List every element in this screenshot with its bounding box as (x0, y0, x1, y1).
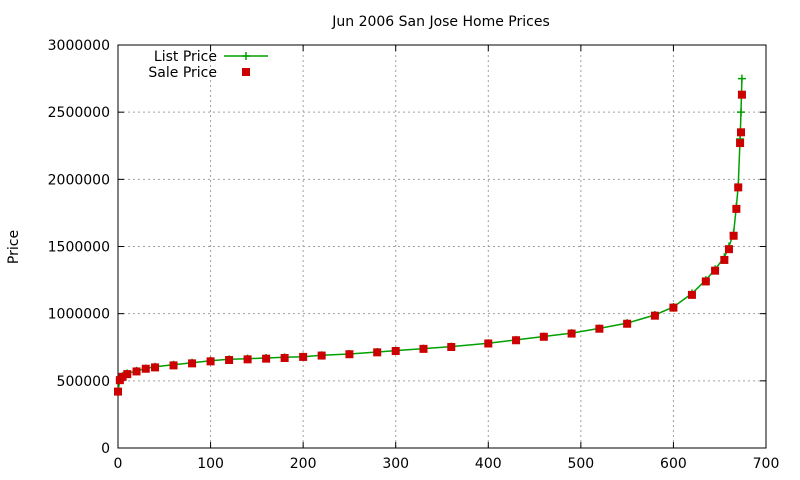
sale-price-point (447, 342, 456, 351)
sale-price-point (345, 350, 354, 359)
chart-title: Jun 2006 San Jose Home Prices (331, 14, 550, 30)
sale-price-point (373, 348, 382, 357)
x-tick-label: 600 (660, 456, 687, 472)
sale-price-point (188, 359, 197, 368)
sale-price-point (123, 370, 132, 379)
sale-price-point (650, 311, 659, 320)
sale-price-point (484, 339, 493, 348)
legend-label-sale-price: Sale Price (148, 65, 217, 81)
sale-price-point (419, 344, 428, 353)
sale-price-point (118, 372, 127, 381)
sale-price-point (225, 356, 234, 365)
sale-price-point (567, 329, 576, 338)
sale-price-point (736, 139, 745, 148)
sale-price-point (391, 347, 400, 356)
sale-price-point (701, 277, 710, 286)
sale-price-point (243, 355, 252, 364)
y-axis-label: Price (6, 230, 22, 264)
x-axis-ticks: 0 100 200 300 400 500 600 700 (114, 45, 780, 472)
x-tick-label: 700 (753, 456, 780, 472)
sale-price-point (711, 266, 720, 275)
y-tick-label: 2500000 (48, 105, 110, 121)
sale-price-point (669, 303, 678, 312)
sale-price-point (317, 351, 326, 360)
sale-price-point (262, 354, 271, 363)
y-tick-label: 0 (101, 441, 110, 457)
y-tick-label: 1500000 (48, 240, 110, 256)
sale-price-point (595, 324, 604, 333)
x-tick-label: 100 (197, 456, 224, 472)
sale-price-point (732, 204, 741, 213)
sale-price-point (299, 352, 308, 361)
legend-sample-list-price-marker (242, 52, 250, 60)
x-tick-label: 400 (475, 456, 502, 472)
y-tick-label: 500000 (57, 374, 110, 390)
sale-price-point (539, 332, 548, 341)
y-tick-label: 1000000 (48, 307, 110, 323)
sale-price-point (132, 367, 141, 376)
sale-price-point (280, 353, 289, 362)
sale-price-point (169, 361, 178, 370)
sale-price-point (737, 128, 746, 137)
legend-label-list-price: List Price (154, 49, 217, 65)
sale-price-point (720, 255, 729, 264)
data-series (114, 74, 746, 396)
y-tick-label: 2000000 (48, 172, 110, 188)
sale-price-point (737, 90, 746, 99)
sale-price-point (687, 290, 696, 299)
sale-price-point (512, 336, 521, 345)
sale-price-point (114, 387, 122, 396)
list-price-point (737, 74, 746, 83)
list-price-line (117, 78, 743, 392)
legend-sample-sale-price-marker (242, 68, 250, 76)
legend: List Price Sale Price (148, 49, 268, 81)
sale-price-point (623, 319, 632, 328)
x-tick-label: 0 (114, 456, 123, 472)
sale-price-point (151, 363, 160, 372)
x-tick-label: 300 (382, 456, 409, 472)
y-axis-ticks: 0 500000 1000000 1500000 2000000 2500000 30000… (48, 38, 766, 457)
sale-price-point (729, 231, 738, 240)
list-price-point (737, 108, 746, 117)
y-tick-label: 3000000 (48, 38, 110, 54)
x-tick-label: 500 (567, 456, 594, 472)
x-tick-label: 200 (290, 456, 317, 472)
sale-price-point (724, 245, 733, 254)
sale-price-point (141, 364, 150, 373)
grid-lines (118, 45, 766, 448)
sale-price-point (206, 357, 215, 366)
sale-price-point (734, 183, 743, 192)
